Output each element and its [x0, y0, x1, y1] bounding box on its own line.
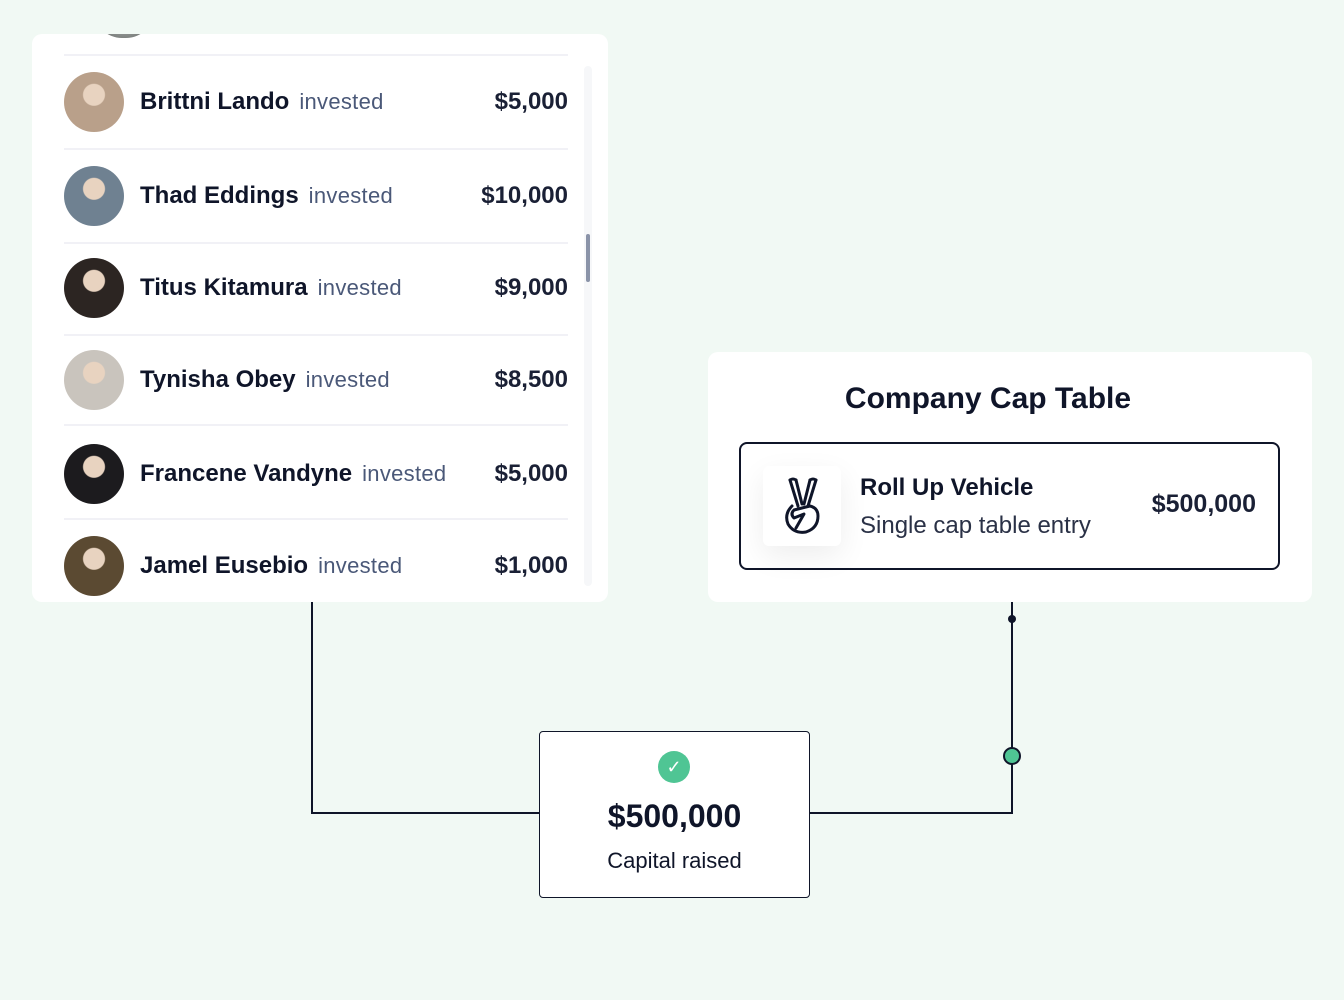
investor-verb: invested [308, 183, 394, 208]
divider [64, 518, 568, 520]
connector-line [311, 602, 313, 814]
cap-table-entry[interactable]: Roll Up Vehicle Single cap table entry $… [739, 442, 1280, 570]
divider [64, 334, 568, 336]
cap-table-card: Company Cap Table Roll Up Vehicle Single… [708, 352, 1312, 602]
connector-line [809, 812, 1013, 814]
divider [64, 242, 568, 244]
scrollbar-thumb[interactable] [586, 234, 590, 282]
investor-name: Jamel Eusebio [140, 552, 309, 579]
investor-verb: invested [317, 275, 402, 300]
investor-name: Thad Eddings [140, 182, 299, 209]
avatar [64, 444, 124, 504]
peace-hand-icon [763, 466, 841, 546]
investor-name: Tynisha Obey [140, 366, 296, 393]
investor-amount: $10,000 [481, 182, 568, 209]
avatar [64, 536, 124, 596]
connector-dot [1008, 615, 1016, 623]
capital-raised-amount: $500,000 [607, 798, 742, 834]
connector-line [311, 812, 539, 814]
capital-raised-card: ✓ $500,000 Capital raised [539, 731, 810, 898]
divider [64, 148, 568, 150]
entry-subtitle: Single cap table entry [860, 512, 1091, 539]
list-item[interactable]: Thad Eddings invested $10,000 [64, 166, 568, 226]
avatar [94, 34, 154, 38]
avatar [64, 72, 124, 132]
avatar [64, 258, 124, 318]
investor-list: Brittni Lando invested $5,000 Thad Eddin… [32, 34, 608, 602]
connector-node [1003, 747, 1021, 765]
divider [64, 424, 568, 426]
investor-verb: invested [299, 89, 384, 114]
cap-table-title: Company Cap Table [844, 382, 1132, 415]
entry-amount: $500,000 [1151, 490, 1256, 518]
list-item[interactable]: Titus Kitamura invested $9,000 [64, 258, 568, 318]
connector-line [1011, 602, 1013, 814]
list-item[interactable]: Jamel Eusebio invested $1,000 [64, 536, 568, 596]
investor-verb: invested [362, 461, 447, 486]
investor-name: Brittni Lando [140, 88, 290, 115]
scrollbar-track[interactable] [584, 66, 592, 586]
investor-verb: invested [305, 367, 390, 392]
investor-amount: $9,000 [494, 274, 568, 301]
avatar [64, 350, 124, 410]
investor-amount: $8,500 [494, 366, 568, 393]
investor-amount: $1,000 [494, 552, 568, 579]
investor-name: Titus Kitamura [140, 274, 308, 301]
list-item[interactable]: Brittni Lando invested $5,000 [64, 72, 568, 132]
list-item[interactable]: Francene Vandyne invested $5,000 [64, 444, 568, 504]
investor-amount: $5,000 [494, 88, 568, 115]
capital-raised-label: Capital raised [607, 848, 742, 873]
investor-name: Francene Vandyne [140, 460, 353, 487]
investor-verb: invested [318, 553, 403, 578]
investor-amount: $5,000 [494, 460, 568, 487]
list-item[interactable]: Tynisha Obey invested $8,500 [64, 350, 568, 410]
check-icon: ✓ [658, 751, 690, 783]
avatar [64, 166, 124, 226]
entry-title: Roll Up Vehicle [860, 474, 1034, 501]
divider [64, 54, 568, 56]
